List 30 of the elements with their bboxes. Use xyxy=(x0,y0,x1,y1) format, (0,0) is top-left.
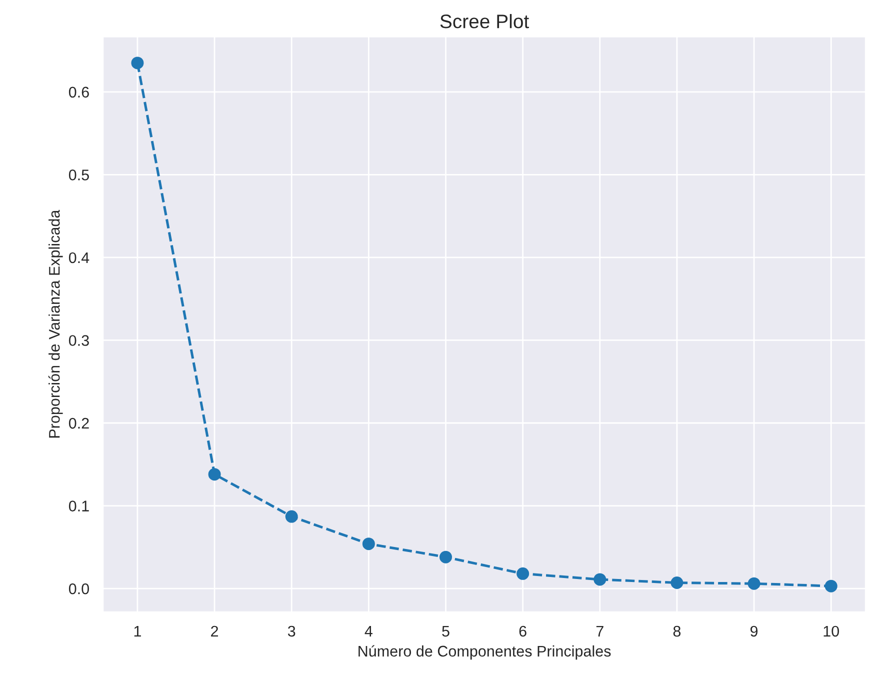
y-tick-label: 0.0 xyxy=(68,583,89,594)
y-axis-title: Proporción de Varianza Explicada xyxy=(48,210,63,438)
y-tick-label: 0.2 xyxy=(68,418,89,429)
point xyxy=(670,576,684,590)
x-tick-label: 7 xyxy=(596,626,604,636)
x-tick-label: 1 xyxy=(134,626,141,636)
x-tick-label: 4 xyxy=(364,626,372,636)
y-tick-label: 0.3 xyxy=(68,335,89,346)
x-axis-title: Número de Componentes Principales xyxy=(358,645,611,660)
x-tick-label: 3 xyxy=(288,626,296,637)
point xyxy=(516,567,530,580)
point xyxy=(208,468,221,481)
y-tick-label: 0.6 xyxy=(68,86,89,98)
y-tick-label: 0.4 xyxy=(68,252,90,264)
y-tick-label: 0.1 xyxy=(68,500,89,512)
point xyxy=(748,577,760,590)
chart-title: Scree Plot xyxy=(440,14,529,28)
x-tick-label: 10 xyxy=(824,626,839,637)
x-tick-label: 2 xyxy=(211,626,218,636)
point xyxy=(594,573,606,586)
x-tick-label: 8 xyxy=(673,626,681,637)
point xyxy=(362,538,375,550)
x-tick-label: 5 xyxy=(442,626,450,637)
point xyxy=(285,510,298,523)
y-tick-label: 0.5 xyxy=(68,170,89,180)
point xyxy=(131,56,144,70)
x-tick-label: 6 xyxy=(519,626,526,637)
x-tick-label: 9 xyxy=(750,626,758,637)
point xyxy=(439,550,452,564)
point xyxy=(824,580,838,592)
